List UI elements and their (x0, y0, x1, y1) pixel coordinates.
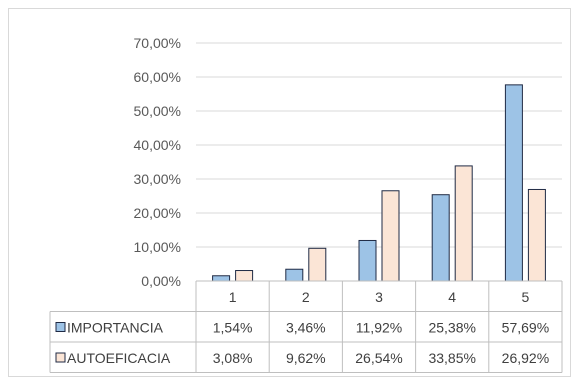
y-tick-label: 20,00% (134, 205, 181, 221)
data-label: 26,92% (502, 350, 549, 366)
y-tick-label: 0,00% (141, 273, 181, 289)
data-label: 11,92% (356, 320, 402, 336)
chart-frame (8, 8, 571, 377)
legend-label: IMPORTANCIA (67, 320, 164, 336)
data-label: 9,62% (286, 350, 326, 366)
bar-importancia-2 (285, 268, 304, 282)
legend-label: AUTOEFICACIA (67, 350, 171, 366)
data-label: 26,54% (355, 350, 402, 366)
data-label: 3,46% (286, 320, 326, 336)
bar-importancia-4 (431, 194, 450, 282)
legend-key-importancia (55, 322, 66, 332)
data-label: 33,85% (428, 350, 475, 366)
category-label: 5 (522, 289, 530, 305)
bar-importancia-3 (358, 239, 377, 282)
data-label: 25,38% (428, 320, 475, 336)
legend-key-autoeficacia (55, 352, 66, 363)
category-label: 2 (302, 289, 310, 305)
y-tick-label: 30,00% (134, 171, 181, 187)
bar-importancia-5 (504, 84, 523, 282)
data-label: 57,69% (502, 320, 549, 336)
y-tick-label: 10,00% (134, 239, 181, 255)
category-label: 3 (375, 289, 383, 305)
bar-autoeficacia-2 (308, 247, 327, 282)
bar-autoeficacia-1 (235, 270, 254, 282)
y-tick-label: 70,00% (134, 35, 181, 51)
y-tick-label: 60,00% (134, 69, 181, 85)
y-tick-label: 50,00% (134, 103, 181, 119)
data-label: 1,54% (213, 320, 253, 336)
data-label: 3,08% (213, 350, 253, 366)
bar-autoeficacia-4 (454, 165, 473, 282)
category-label: 1 (229, 289, 237, 305)
bar-importancia-1 (212, 275, 231, 282)
bar-autoeficacia-5 (527, 188, 546, 282)
y-tick-label: 40,00% (134, 137, 181, 153)
bar-autoeficacia-3 (381, 190, 400, 282)
category-label: 4 (448, 289, 456, 305)
